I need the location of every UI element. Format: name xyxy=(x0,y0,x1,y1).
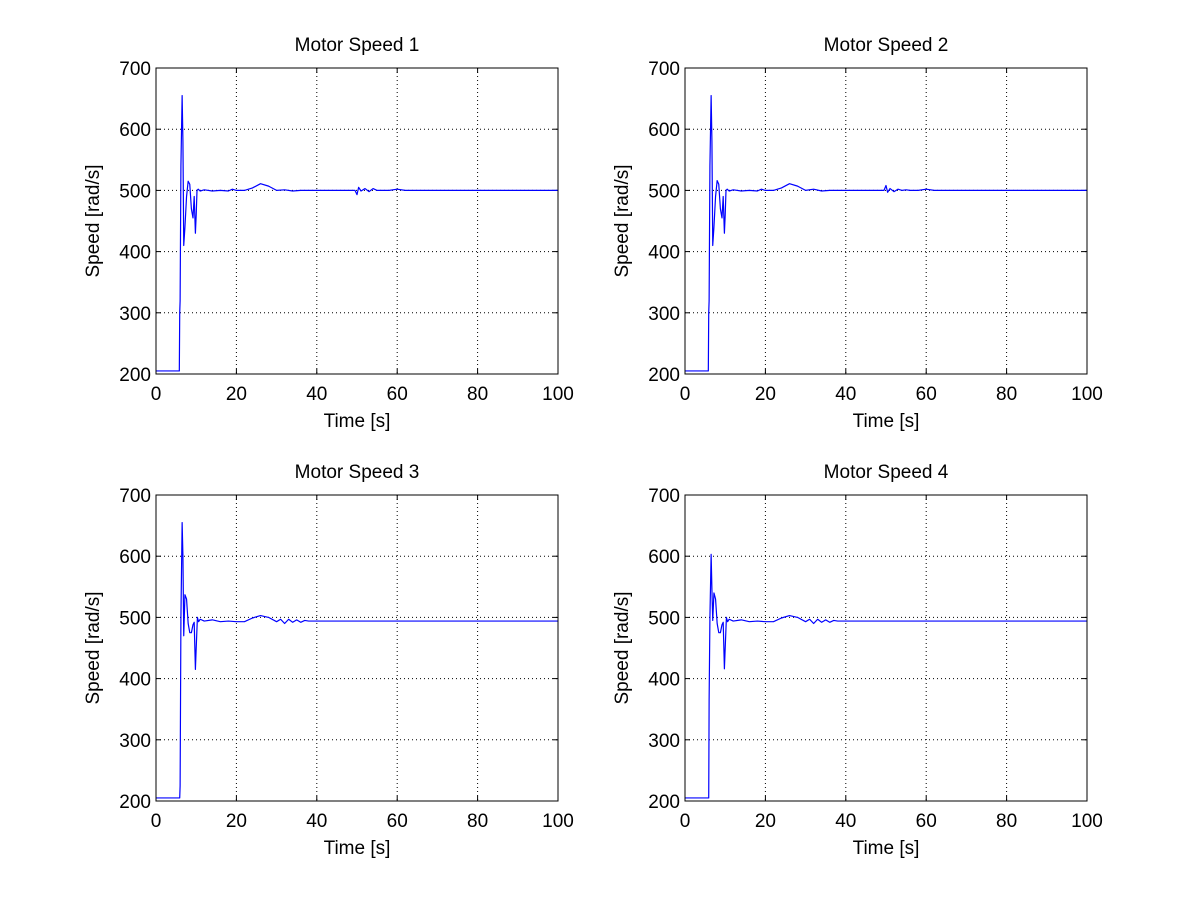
x-tick-label: 40 xyxy=(306,384,327,405)
y-axis-label: Speed [rad/s] xyxy=(612,164,633,277)
x-tick-label: 0 xyxy=(680,811,691,832)
y-tick-label: 500 xyxy=(119,181,151,202)
x-tick-label: 20 xyxy=(755,384,776,405)
y-tick-label: 600 xyxy=(648,547,680,568)
y-tick-label: 300 xyxy=(119,304,151,325)
chart-panel-2: 0 20 40 60 80 100 200 300 400 500 600 700 Motor Spee… xyxy=(612,35,1103,432)
y-tick-label: 200 xyxy=(119,792,151,813)
x-tick-label: 60 xyxy=(916,384,937,405)
y-tick-label: 200 xyxy=(648,792,680,813)
x-tick-label: 80 xyxy=(996,811,1017,832)
axes-background xyxy=(155,494,559,802)
axes-background xyxy=(684,67,1088,375)
y-tick-label: 500 xyxy=(648,608,680,629)
axes-frame xyxy=(684,494,1088,802)
x-tick-label: 100 xyxy=(542,384,574,405)
x-tick-label: 80 xyxy=(996,384,1017,405)
axes-frame xyxy=(155,67,559,375)
y-tick-label: 400 xyxy=(119,670,151,691)
series-line-motor-speed-3 xyxy=(156,521,558,799)
chart-title: Motor Speed 2 xyxy=(824,35,949,56)
y-tick-label: 700 xyxy=(648,486,680,507)
y-tick-label: 400 xyxy=(648,243,680,264)
x-axis-label: Time [s] xyxy=(853,838,920,859)
series-line-motor-speed-1 xyxy=(156,94,558,372)
chart-panel-3: 0 20 40 60 80 100 200 300 400 500 600 700 Motor Spee… xyxy=(83,462,574,859)
x-tick-label: 40 xyxy=(306,811,327,832)
x-tick-label: 60 xyxy=(916,811,937,832)
x-axis-label: Time [s] xyxy=(324,838,391,859)
chart-title: Motor Speed 1 xyxy=(295,35,420,56)
y-tick-label: 300 xyxy=(119,731,151,752)
x-tick-label: 20 xyxy=(226,811,247,832)
y-axis-label: Speed [rad/s] xyxy=(83,591,104,704)
y-tick-label: 200 xyxy=(648,365,680,386)
series-line-motor-speed-4 xyxy=(685,553,1087,799)
chart-panel-4: 0 20 40 60 80 100 200 300 400 500 600 700 Motor Spee… xyxy=(612,462,1103,859)
y-tick-label: 600 xyxy=(648,120,680,141)
axes-background xyxy=(684,494,1088,802)
x-tick-label: 60 xyxy=(387,384,408,405)
y-axis-label: Speed [rad/s] xyxy=(612,591,633,704)
x-tick-label: 100 xyxy=(542,811,574,832)
x-tick-label: 40 xyxy=(835,811,856,832)
y-tick-label: 500 xyxy=(648,181,680,202)
x-tick-label: 40 xyxy=(835,384,856,405)
y-tick-label: 500 xyxy=(119,608,151,629)
y-tick-label: 600 xyxy=(119,120,151,141)
series-line-motor-speed-2 xyxy=(685,94,1087,372)
x-tick-label: 20 xyxy=(226,384,247,405)
x-tick-label: 100 xyxy=(1071,384,1103,405)
x-axis-label: Time [s] xyxy=(324,411,391,432)
x-axis-label: Time [s] xyxy=(853,411,920,432)
y-tick-label: 400 xyxy=(648,670,680,691)
y-tick-label: 700 xyxy=(648,59,680,80)
chart-title: Motor Speed 4 xyxy=(824,462,949,483)
y-tick-label: 200 xyxy=(119,365,151,386)
x-tick-label: 20 xyxy=(755,811,776,832)
y-tick-label: 700 xyxy=(119,59,151,80)
y-tick-label: 400 xyxy=(119,243,151,264)
x-tick-label: 0 xyxy=(151,384,162,405)
x-tick-label: 0 xyxy=(680,384,691,405)
x-tick-label: 100 xyxy=(1071,811,1103,832)
chart-title: Motor Speed 3 xyxy=(295,462,420,483)
x-tick-label: 80 xyxy=(467,811,488,832)
y-axis-label: Speed [rad/s] xyxy=(83,164,104,277)
y-tick-label: 300 xyxy=(648,731,680,752)
x-tick-label: 80 xyxy=(467,384,488,405)
y-tick-label: 300 xyxy=(648,304,680,325)
x-tick-label: 0 xyxy=(151,811,162,832)
y-tick-label: 700 xyxy=(119,486,151,507)
x-tick-label: 60 xyxy=(387,811,408,832)
axes-frame xyxy=(155,494,559,802)
axes-frame xyxy=(684,67,1088,375)
axes-background xyxy=(155,67,559,375)
chart-panel-1: 0 20 40 60 80 100 200 300 400 500 600 700 Motor Spee… xyxy=(83,35,574,432)
y-tick-label: 600 xyxy=(119,547,151,568)
